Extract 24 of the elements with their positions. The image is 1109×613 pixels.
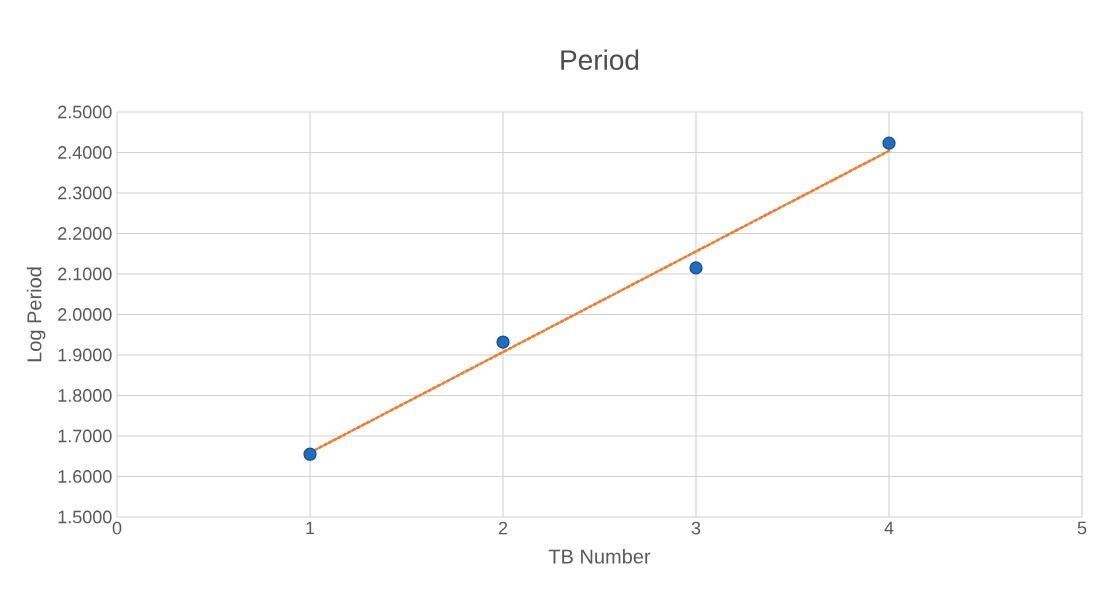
y-tick-label: 1.6000 [58, 470, 112, 483]
point [303, 447, 317, 461]
y-tick-label: 1.8000 [58, 389, 112, 402]
x-tick-label: 0 [112, 521, 122, 535]
point [496, 335, 510, 349]
y-tick-label: 1.7000 [58, 429, 112, 443]
x-tick-label: 2 [498, 521, 508, 535]
chart-title: Period [561, 49, 639, 70]
y-tick-label: 2.0000 [58, 308, 112, 321]
y-tick-label: 2.1000 [58, 267, 112, 281]
point [689, 261, 703, 275]
y-tick-label: 2.3000 [58, 186, 112, 200]
point [882, 136, 896, 150]
y-tick-label: 1.9000 [58, 348, 112, 362]
y-tick-label: 2.2000 [58, 227, 112, 240]
x-tick-label: 4 [884, 521, 894, 535]
y-axis-title: Log Period [26, 267, 46, 362]
y-tick-label: 2.5000 [58, 105, 112, 119]
x-tick-label: 3 [691, 521, 701, 535]
x-tick-label: 5 [1077, 521, 1087, 535]
x-axis-title: TB Number [548, 548, 651, 564]
x-tick-label: 1 [306, 521, 315, 535]
y-tick-label: 1.5000 [58, 510, 112, 524]
y-tick-label: 2.4000 [58, 146, 112, 159]
